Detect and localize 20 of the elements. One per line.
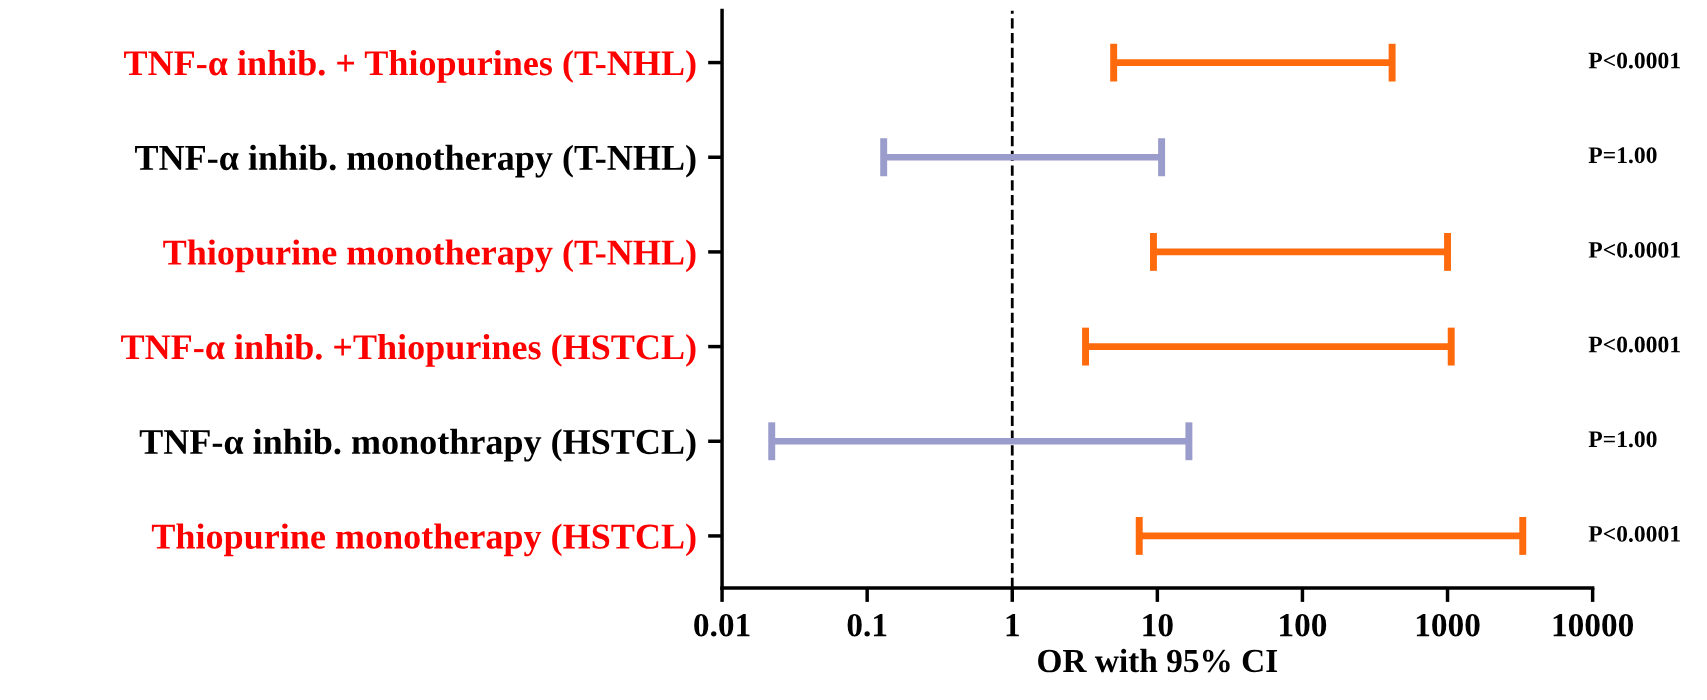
- x-tick-label: 0.1: [847, 613, 887, 637]
- annotation: P<0.0001: [1588, 241, 1680, 258]
- x-tick-label: 10: [1143, 613, 1173, 637]
- annotation: P<0.0001: [1588, 52, 1680, 69]
- x-axis-title: OR with 95% CI: [1038, 648, 1278, 673]
- x-tick-label: 1000: [1416, 613, 1480, 637]
- annotation: P=1.00: [1588, 147, 1657, 164]
- x-tick-label: 0.01: [694, 613, 750, 637]
- y-tick-label: Thiopurine monotherapy (T-NHL): [163, 239, 696, 273]
- x-tick-label: 100: [1280, 613, 1327, 637]
- y-tick-label: TNF-α inhib. monotherapy (T-NHL): [135, 144, 696, 178]
- y-tick-label: TNF-α inhib. + Thiopurines (T-NHL): [124, 50, 696, 83]
- y-tick-label: Thiopurine monotherapy (HSTCL): [151, 523, 696, 557]
- x-tick-label: 10000: [1553, 613, 1634, 637]
- y-tick-label: TNF-α inhib. +Thiopurines (HSTCL): [121, 334, 696, 367]
- y-tick-label: TNF-α inhib. monothrapy (HSTCL): [139, 428, 696, 462]
- annotation: P<0.0001: [1588, 525, 1680, 542]
- x-tick-label: 1: [1006, 614, 1019, 637]
- annotation: P<0.0001: [1588, 336, 1680, 353]
- annotation: P=1.00: [1588, 431, 1657, 448]
